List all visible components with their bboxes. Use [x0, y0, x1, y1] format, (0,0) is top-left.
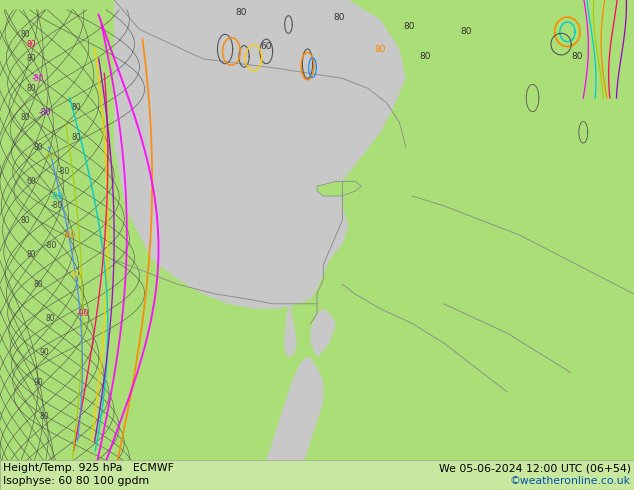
Text: 80: 80: [375, 45, 386, 53]
Text: Height/Temp. 925 hPa   ECMWF: Height/Temp. 925 hPa ECMWF: [3, 463, 174, 473]
Polygon shape: [311, 309, 336, 358]
Text: -80: -80: [51, 192, 63, 200]
Text: 80: 80: [419, 52, 430, 61]
Text: 80: 80: [71, 103, 81, 112]
Text: Isophyse: 60 80 100 gpdm: Isophyse: 60 80 100 gpdm: [3, 476, 149, 486]
Text: 90: 90: [33, 378, 43, 387]
Text: -80: -80: [57, 167, 70, 176]
Text: 80: 80: [20, 30, 30, 39]
Text: 80: 80: [71, 133, 81, 142]
Text: 80: 80: [39, 412, 49, 421]
Text: 60: 60: [27, 177, 37, 186]
Polygon shape: [284, 304, 297, 358]
Polygon shape: [114, 0, 406, 309]
Polygon shape: [317, 181, 361, 196]
Text: 80: 80: [235, 8, 247, 17]
Text: 80: 80: [460, 27, 472, 36]
Text: 80: 80: [27, 54, 37, 63]
Text: -80: -80: [44, 241, 57, 249]
Text: 80: 80: [27, 250, 37, 259]
Bar: [0, 460, 634, 490]
Text: -80: -80: [63, 231, 76, 240]
Text: 80: 80: [403, 23, 415, 31]
Text: 80: 80: [33, 143, 43, 151]
Text: -80: -80: [51, 201, 63, 210]
Text: 80: 80: [333, 13, 345, 22]
Text: We 05-06-2024 12:00 UTC (06+54): We 05-06-2024 12:00 UTC (06+54): [439, 463, 631, 473]
Text: 80: 80: [27, 84, 37, 93]
Text: 80: 80: [46, 314, 56, 323]
Text: -80: -80: [32, 74, 44, 83]
Text: -80: -80: [38, 108, 51, 117]
Text: ©weatheronline.co.uk: ©weatheronline.co.uk: [510, 476, 631, 486]
Text: 60: 60: [46, 152, 56, 161]
Text: 80: 80: [20, 216, 30, 225]
Text: 90: 90: [39, 348, 49, 357]
Text: 80: 80: [27, 40, 37, 49]
Text: 80: 80: [33, 280, 43, 289]
Text: 60: 60: [261, 42, 272, 51]
Text: 80: 80: [20, 113, 30, 122]
Text: 80: 80: [571, 52, 583, 61]
Text: -90: -90: [76, 309, 89, 318]
Polygon shape: [266, 358, 323, 490]
Text: -60: -60: [70, 270, 82, 279]
